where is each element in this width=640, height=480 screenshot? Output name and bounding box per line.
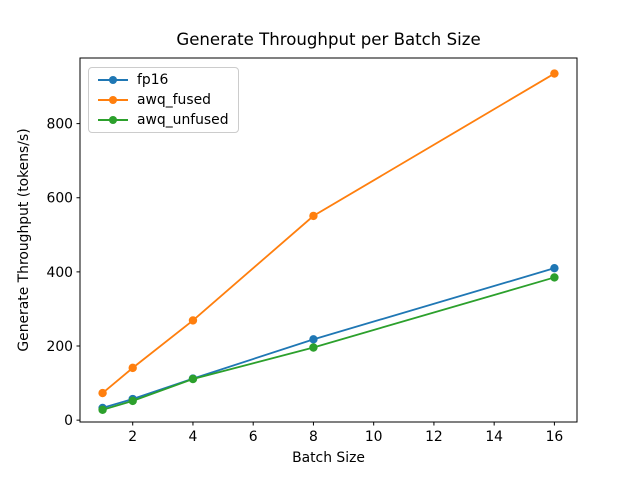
data-point-awq_fused [188, 316, 198, 325]
data-point-awq_unfused [550, 273, 559, 282]
line-marker-icon [98, 95, 128, 105]
x-tick-label: 8 [309, 429, 318, 445]
legend-label: awq_fused [137, 92, 211, 108]
data-point-fp16 [309, 335, 318, 344]
data-point-fp16 [550, 263, 559, 273]
data-point-awq_unfused [309, 343, 318, 352]
y-tick-label: 200 [46, 339, 73, 355]
x-axis-label: Batch Size [292, 450, 365, 466]
data-point-awq_unfused [188, 374, 198, 384]
line-marker-icon [98, 75, 128, 85]
data-point-awq_unfused [98, 405, 107, 414]
data-point-awq_unfused [128, 396, 137, 406]
legend-item-awq-fused: awq_fused [98, 93, 229, 107]
data-point-awq_fused [98, 388, 107, 398]
data-point-awq_fused [128, 363, 137, 373]
line-marker-icon [98, 115, 128, 125]
data-point-awq_fused [550, 69, 559, 78]
legend-item-fp16: fp16 [98, 73, 229, 87]
legend-item-awq-unfused: awq_unfused [98, 113, 229, 127]
legend-dot-swatch [109, 76, 117, 84]
x-tick-label: 2 [128, 429, 137, 445]
data-point-awq_fused [309, 211, 318, 221]
y-tick-label: 800 [46, 117, 73, 133]
legend-dot-swatch [109, 96, 117, 104]
x-tick-label: 4 [189, 429, 198, 445]
x-tick-label: 12 [425, 429, 443, 445]
y-tick-label: 600 [46, 191, 73, 207]
legend: fp16 awq_fused awq_unfused [88, 67, 239, 133]
legend-label: fp16 [137, 72, 169, 88]
axes-frame [79, 57, 578, 423]
x-tick-label: 16 [546, 429, 564, 445]
y-tick-label: 0 [64, 413, 73, 429]
chart-title: Generate Throughput per Batch Size [176, 30, 481, 49]
x-tick-label: 10 [365, 429, 383, 445]
y-tick-label: 400 [46, 265, 73, 281]
y-axis-label: Generate Throughput (tokens/s) [16, 128, 32, 352]
legend-dot-swatch [109, 116, 117, 124]
series-line-awq_unfused [101, 276, 556, 411]
legend-label: awq_unfused [137, 112, 229, 128]
x-tick-label: 14 [485, 429, 503, 445]
x-tick-label: 6 [249, 429, 258, 445]
